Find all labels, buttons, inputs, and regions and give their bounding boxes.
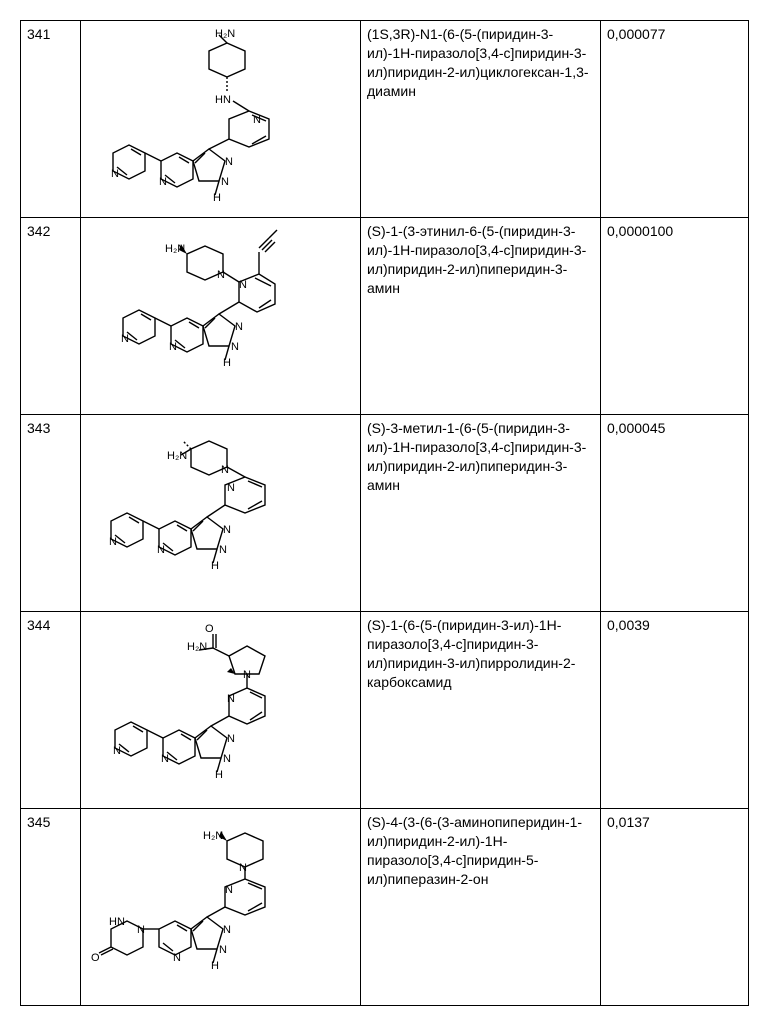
svg-text:N: N [239,862,247,874]
svg-text:N: N [223,753,231,765]
svg-text:N: N [219,544,227,556]
svg-text:O: O [205,623,214,635]
svg-text:H₂N: H₂N [187,641,207,653]
svg-text:HN: HN [215,94,231,106]
svg-text:N: N [159,176,167,188]
table-row: 343 N H₂N N N N H [21,415,749,612]
compound-value: 0,0039 [601,612,749,809]
svg-text:N: N [227,482,235,494]
svg-text:N: N [235,321,243,333]
compound-value: 0,0000100 [601,218,749,415]
svg-text:N: N [217,269,225,281]
molecule-icon: N H₂N N [87,222,347,410]
svg-text:H: H [211,560,219,572]
svg-text:N: N [109,536,117,548]
compound-value: 0,0137 [601,809,749,1006]
compound-id: 344 [21,612,81,809]
compound-name: (S)-3-метил-1-(6-(5-(пиридин-3-ил)-1H-пи… [361,415,601,612]
svg-text:N: N [223,924,231,936]
svg-text:N: N [121,333,129,345]
svg-text:N: N [157,544,165,556]
compound-structure: N H₂N N [81,218,361,415]
svg-text:N: N [227,693,235,705]
molecule-icon: N O H₂N N [87,616,347,804]
svg-text:H: H [215,769,223,781]
svg-text:N: N [227,733,235,745]
compound-structure: N O H₂N N [81,612,361,809]
molecule-icon: N H₂N N N N H N [87,419,347,607]
compound-id: 341 [21,21,81,218]
compound-value: 0,000077 [601,21,749,218]
svg-text:N: N [223,524,231,536]
svg-text:H₂N: H₂N [215,28,235,40]
svg-text:N: N [169,341,177,353]
svg-text:H: H [223,357,231,369]
svg-text:HN: HN [109,916,125,928]
compound-name: (1S,3R)-N1-(6-(5-(пиридин-3-ил)-1H-пираз… [361,21,601,218]
molecule-icon: H₂N HN N N N H [87,25,347,213]
svg-text:N: N [219,944,227,956]
compound-structure: H₂N HN N N N H [81,21,361,218]
svg-text:N: N [225,156,233,168]
svg-text:N: N [221,464,229,476]
compound-table: 341 H₂N HN N [20,20,749,1006]
compound-name: (S)-1-(3-этинил-6-(5-(пиридин-3-ил)-1H-п… [361,218,601,415]
table-row: 345 N H₂N N N [21,809,749,1006]
compound-value: 0,000045 [601,415,749,612]
svg-text:N: N [113,745,121,757]
compound-name: (S)-4-(3-(6-(3-аминопиперидин-1-ил)пирид… [361,809,601,1006]
svg-text:N: N [221,176,229,188]
table-row: 341 H₂N HN N [21,21,749,218]
molecule-icon: N H₂N N N N H [87,813,347,1001]
compound-structure: N H₂N N N N H N [81,415,361,612]
svg-text:H: H [211,960,219,972]
compound-structure: N H₂N N N N H [81,809,361,1006]
svg-text:N: N [225,884,233,896]
svg-text:H₂N: H₂N [167,450,187,462]
table-row: 344 N O H₂N N [21,612,749,809]
svg-text:N: N [239,279,247,291]
svg-text:N: N [111,168,119,180]
compound-id: 345 [21,809,81,1006]
svg-text:N: N [161,753,169,765]
table-row: 342 N H₂N N [21,218,749,415]
compound-name: (S)-1-(6-(5-(пиридин-3-ил)-1H-пиразоло[3… [361,612,601,809]
svg-text:O: O [91,952,100,964]
compound-id: 342 [21,218,81,415]
compound-id: 343 [21,415,81,612]
svg-text:N: N [173,952,181,964]
svg-text:N: N [231,341,239,353]
svg-text:H: H [213,192,221,204]
svg-text:N: N [137,924,145,936]
